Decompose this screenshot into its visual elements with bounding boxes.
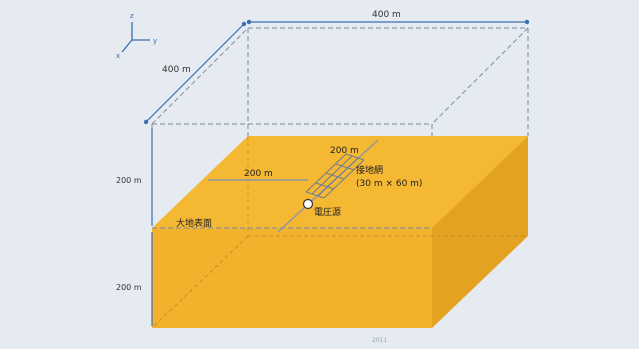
earth-top-face [152,136,528,228]
axis-indicator [121,22,150,53]
upper-height-label: 200 m [116,176,142,185]
lower-height-label: 200 m [116,283,142,292]
ground-surface-label: 大地表面 [176,217,212,229]
grid-mesh-size-label: (30 m × 60 m) [356,179,422,189]
bottom-note: 2011 [372,337,387,344]
earth-hidden-edges [151,136,528,329]
axis-y-label: y [153,37,157,45]
voltage-source-label: 電圧源 [314,207,341,218]
dimension-lines [143,19,530,326]
earth-front-face [152,228,432,328]
depth-label: 400 m [162,65,191,75]
axis-z-label: z [130,12,134,20]
grid-right-label: 200 m [330,146,359,156]
axis-x-label: x [116,52,120,60]
grounding-mesh [305,153,365,199]
top-width-label: 400 m [372,10,401,20]
voltage-source-marker [302,198,314,210]
grid-mesh-label: 接地網 [356,164,383,176]
earth-side-face [432,136,528,328]
grid-left-label: 200 m [244,169,273,179]
